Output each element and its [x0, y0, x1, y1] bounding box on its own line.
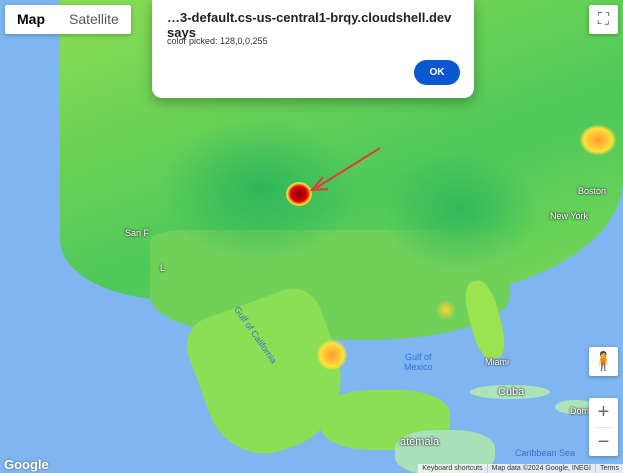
heat-zone: [380, 150, 540, 270]
label-guatemala: atemala: [400, 436, 440, 448]
pegman-icon: 🧍: [592, 351, 615, 371]
map-button[interactable]: Map: [17, 11, 45, 27]
label-new-york: New York: [550, 211, 589, 221]
fullscreen-button[interactable]: ⛶: [589, 5, 618, 34]
alert-dialog: …3-default.cs-us-central1-brqy.cloudshel…: [152, 0, 474, 98]
terms-link[interactable]: Terms: [594, 464, 623, 473]
label-cuba: Cuba: [498, 386, 525, 398]
zoom-control: + −: [589, 398, 618, 456]
map-footer: Keyboard shortcuts Map data ©2024 Google…: [417, 464, 623, 473]
label-boston: Boston: [578, 186, 607, 196]
map-type-control: Map Satellite: [5, 5, 131, 34]
fullscreen-icon: ⛶: [597, 10, 610, 28]
label-miami: Miami: [485, 357, 509, 367]
zoom-out-button[interactable]: −: [594, 427, 613, 456]
land-cuba: [470, 385, 550, 399]
label-los-angeles: L: [160, 263, 166, 273]
label-caribbean-sea: Caribbean Sea: [515, 448, 576, 458]
label-gulf-of-mexico: Gulf of Mexico: [404, 352, 433, 372]
label-dominican: Domin: [570, 406, 597, 416]
heat-hotspot: [436, 300, 456, 320]
pegman-button[interactable]: 🧍: [589, 347, 618, 376]
label-san-francisco: San F: [125, 228, 150, 238]
dialog-title: …3-default.cs-us-central1-brqy.cloudshel…: [167, 10, 452, 40]
heat-hotspot-red: [286, 182, 312, 206]
land-hispaniola: [555, 400, 595, 414]
zoom-in-button[interactable]: +: [597, 401, 610, 423]
map-data-text: Map data ©2024 Google, INEGI: [486, 464, 595, 473]
ok-button[interactable]: OK: [414, 60, 460, 85]
heat-hotspot: [580, 125, 616, 155]
satellite-button[interactable]: Satellite: [69, 11, 119, 27]
dialog-message: color picked: 128,0,0,255: [167, 36, 268, 46]
heat-hotspot: [317, 340, 347, 370]
keyboard-shortcuts-link[interactable]: Keyboard shortcuts: [417, 464, 487, 473]
google-logo[interactable]: Google: [4, 457, 49, 472]
